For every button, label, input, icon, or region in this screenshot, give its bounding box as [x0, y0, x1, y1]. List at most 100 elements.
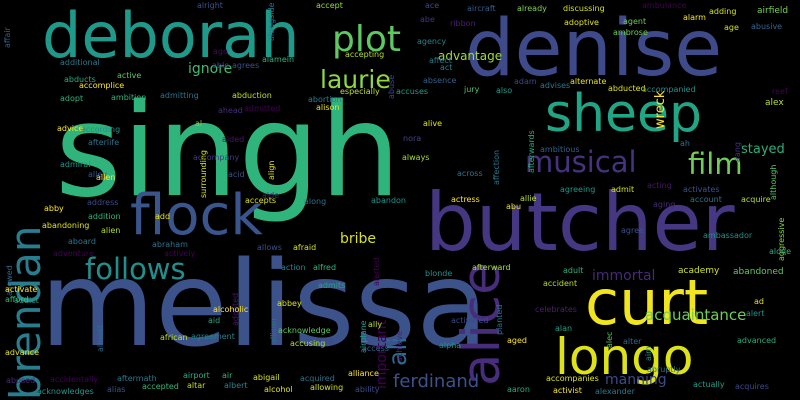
- word-stayed: stayed: [741, 142, 785, 157]
- word-accompany: accompany: [193, 153, 240, 162]
- word-also: also: [496, 86, 513, 95]
- word-alter: alter: [623, 337, 642, 346]
- word-alec: alec: [605, 331, 614, 348]
- word-alley: alley: [88, 170, 108, 179]
- word-wreck: wreck: [653, 90, 668, 129]
- word-ad: ad: [754, 297, 764, 306]
- word-aboard: aboard: [68, 237, 97, 246]
- word-afterlife: afterlife: [88, 138, 120, 147]
- word-add: add: [155, 212, 171, 221]
- word-alarm: alarm: [683, 13, 706, 22]
- word-affect: affect: [429, 56, 452, 65]
- word-alright: alright: [197, 1, 223, 10]
- word-affair: affair: [3, 27, 12, 48]
- word-according: according: [81, 125, 121, 134]
- word-alan: alan: [555, 324, 573, 333]
- word-addition: addition: [88, 212, 121, 221]
- word-airfield: airfield: [757, 6, 789, 16]
- word-addict: addict: [14, 296, 39, 305]
- word-alternate: alternate: [570, 77, 607, 86]
- word-admitting: admitting: [160, 91, 199, 100]
- word-abbey: abbey: [277, 299, 302, 308]
- word-abe: abe: [420, 15, 435, 24]
- word-abu: abu: [506, 202, 522, 211]
- word-aang: aang: [733, 142, 742, 162]
- word-accusing: accusing: [290, 339, 326, 348]
- word-able: able: [212, 61, 230, 70]
- word-absence: absence: [423, 76, 457, 85]
- word-aging: aging: [653, 200, 676, 209]
- word-abandoned: abandoned: [733, 267, 784, 277]
- word-admit: admit: [611, 185, 635, 194]
- word-alcoholic: alcoholic: [213, 305, 249, 314]
- word-bribe: bribe: [340, 231, 377, 247]
- word-agent: agent: [623, 17, 647, 26]
- word-allie: allie: [520, 194, 537, 203]
- word-agreement: agreement: [191, 332, 235, 341]
- word-aided: aided: [222, 135, 245, 144]
- word-planted: planted: [495, 304, 504, 335]
- word-access: access: [362, 344, 389, 353]
- word-alliance: alliance: [348, 369, 379, 378]
- word-ambition: ambition: [111, 93, 147, 102]
- word-ah: ah: [680, 139, 690, 148]
- word-plot: plot: [332, 19, 401, 60]
- word-abandoning: abandoning: [42, 221, 90, 230]
- word-longo: longo: [555, 328, 694, 386]
- word-aged: aged: [507, 336, 527, 345]
- word-allows: allows: [257, 243, 282, 252]
- word-agree: agree: [621, 226, 644, 235]
- word-abduction: abduction: [232, 91, 272, 100]
- word-alert: alert: [746, 309, 765, 318]
- word-acquired: acquired: [300, 374, 335, 383]
- word-aaron: aaron: [507, 385, 530, 394]
- word-accomplice: accomplice: [79, 81, 125, 90]
- word-achieve: achieve: [395, 330, 404, 362]
- word-alone: alone: [769, 247, 792, 256]
- word-ferdinand: ferdinand: [393, 371, 480, 392]
- word-alfred: alfred: [313, 263, 337, 272]
- word-ambulance: ambulance: [642, 1, 687, 10]
- word-accompanied: accompanied: [642, 85, 696, 94]
- word-abused: abused: [6, 376, 36, 385]
- word-agrees: agrees: [232, 61, 260, 70]
- word-agency: agency: [417, 37, 447, 46]
- word-reef: reef: [772, 87, 788, 96]
- word-acknowledge: acknowledge: [278, 326, 331, 335]
- word-already: already: [517, 4, 547, 13]
- word-ambitious: ambitious: [540, 145, 580, 154]
- word-laurie: laurie: [320, 65, 391, 94]
- word-abruptly: abruptly: [647, 365, 681, 374]
- word-alex: alex: [765, 98, 784, 108]
- word-aim: aim: [644, 346, 653, 361]
- word-abducts: abducts: [64, 75, 96, 84]
- word-accepted: accepted: [142, 382, 179, 391]
- word-along: along: [304, 197, 327, 206]
- word-ribbon: ribbon: [450, 19, 476, 28]
- word-activist: activist: [553, 386, 582, 395]
- word-advantage: advantage: [438, 49, 503, 63]
- word-ahead: ahead: [218, 106, 243, 115]
- word-nora: nora: [403, 134, 422, 143]
- word-alamein: alamein: [262, 55, 295, 64]
- word-allowing: allowing: [310, 383, 344, 392]
- word-ambassador: ambassador: [703, 231, 753, 240]
- word-follows: follows: [85, 252, 186, 286]
- word-deborah: deborah: [42, 0, 300, 72]
- word-musical: musical: [525, 145, 637, 179]
- word-aftermath: aftermath: [117, 374, 157, 383]
- word-denise: denise: [465, 4, 723, 94]
- word-manning: manning: [605, 372, 667, 388]
- word-acting: acting: [647, 181, 672, 190]
- word-always: always: [402, 153, 430, 162]
- word-celebrates: celebrates: [535, 305, 577, 314]
- word-acquires: acquires: [735, 382, 769, 391]
- word-ability: ability: [355, 385, 380, 394]
- word-aide: aide: [262, 191, 280, 200]
- word-ally: ally: [368, 320, 383, 329]
- word-accepts: accepts: [245, 196, 277, 205]
- word-african: african: [160, 333, 188, 342]
- word-sheep: sheep: [545, 84, 703, 144]
- word-abraham: abraham: [152, 240, 188, 249]
